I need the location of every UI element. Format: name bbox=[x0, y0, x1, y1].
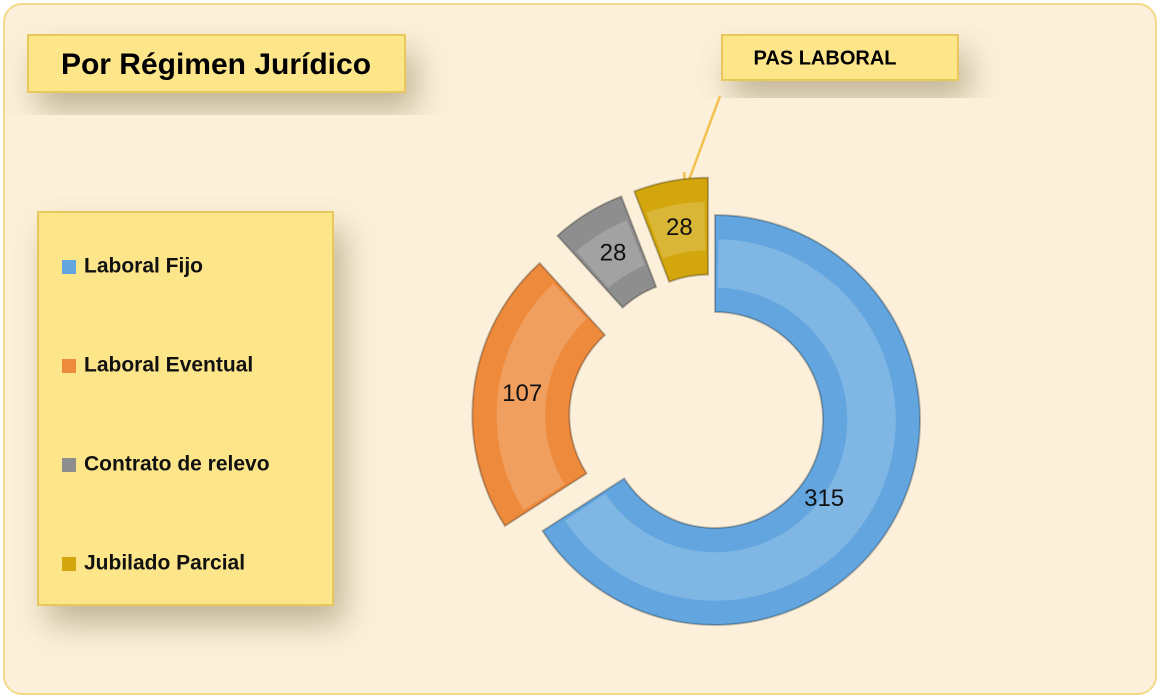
slice-bevel bbox=[496, 283, 588, 510]
slice-bevel bbox=[646, 201, 707, 259]
data-label: 107 bbox=[502, 380, 542, 407]
legend-marker bbox=[62, 260, 76, 274]
legend-label: Laboral Fijo bbox=[84, 255, 203, 278]
slice bbox=[541, 213, 921, 626]
legend-label: Contrato de relevo bbox=[84, 453, 270, 476]
legend-marker bbox=[62, 557, 76, 571]
slice bbox=[632, 176, 710, 284]
slice-bevel bbox=[576, 220, 646, 289]
annotation-box bbox=[721, 34, 959, 81]
slice-bevel bbox=[565, 239, 896, 601]
legend-label: Jubilado Parcial bbox=[84, 552, 245, 575]
data-label: 315 bbox=[804, 485, 844, 512]
legend-box bbox=[37, 211, 334, 606]
legend-marker bbox=[62, 458, 76, 472]
slice bbox=[471, 261, 607, 528]
annotation-arrow bbox=[684, 95, 722, 189]
legend-label: Laboral Eventual bbox=[84, 354, 253, 377]
annotation: PAS LABORAL bbox=[754, 47, 897, 69]
legend-marker bbox=[62, 359, 76, 373]
data-label: 28 bbox=[600, 240, 627, 267]
data-label: 28 bbox=[666, 214, 693, 241]
chart-title: Por Régimen Jurídico bbox=[61, 48, 371, 81]
title-box bbox=[27, 34, 406, 93]
slice bbox=[556, 195, 658, 310]
